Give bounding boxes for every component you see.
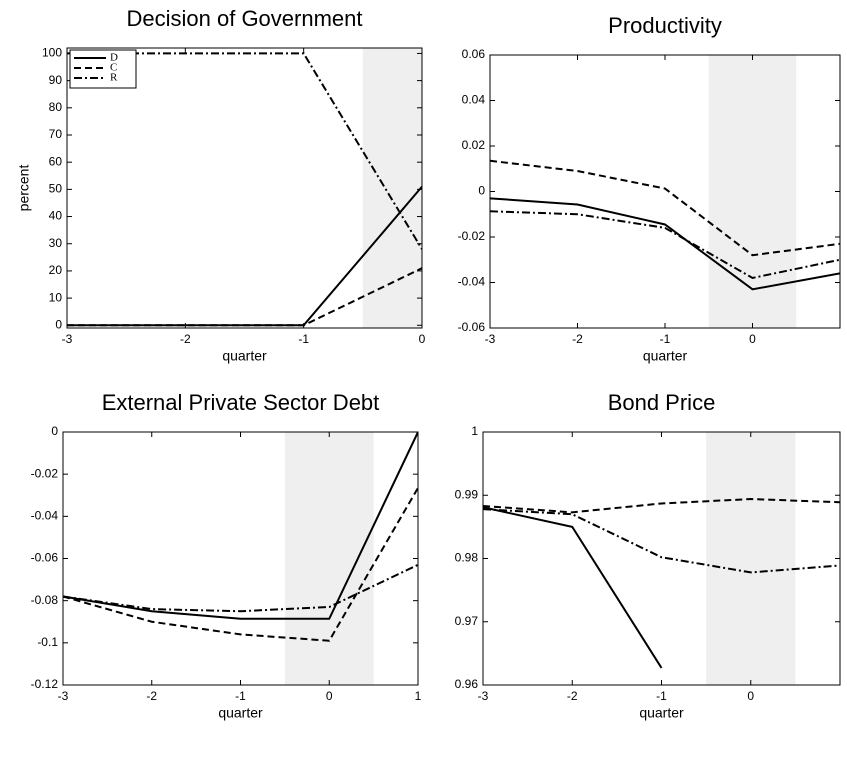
series-line bbox=[67, 267, 422, 327]
shaded-region bbox=[708, 55, 797, 328]
y-tick-label: 50 bbox=[49, 182, 63, 196]
x-tick-label: -2 bbox=[180, 332, 191, 346]
subplot: -0.12 -0.1 -0.08 -0.06 -0.04 -0.02 0 -3 -2 -1 0 1 Ex… bbox=[31, 390, 422, 721]
series-line bbox=[483, 508, 840, 574]
legend-label: R bbox=[110, 72, 118, 84]
y-tick-label: -0.04 bbox=[31, 509, 59, 523]
y-tick-label: -0.12 bbox=[31, 677, 59, 691]
x-tick-label: -3 bbox=[58, 689, 69, 703]
series-line bbox=[483, 506, 663, 669]
x-tick-label: -2 bbox=[146, 689, 157, 703]
y-tick-label: -0.02 bbox=[31, 466, 59, 480]
x-tick-label: -3 bbox=[485, 332, 496, 346]
chart-title: Decision of Government bbox=[127, 6, 363, 31]
chart-title: External Private Sector Debt bbox=[102, 390, 380, 415]
series-line bbox=[483, 498, 840, 514]
y-tick-label: 0.96 bbox=[455, 677, 479, 691]
y-tick-label: 30 bbox=[49, 236, 63, 250]
series-line bbox=[63, 432, 418, 620]
legend-label: D bbox=[110, 52, 118, 64]
legend-label: C bbox=[110, 62, 117, 74]
y-tick-label: 0 bbox=[51, 424, 58, 438]
x-tick-label: 1 bbox=[415, 689, 422, 703]
x-tick-label: -2 bbox=[572, 332, 583, 346]
x-axis-label: quarter bbox=[643, 348, 688, 364]
y-tick-label: 100 bbox=[42, 46, 62, 60]
y-tick-label: -0.06 bbox=[31, 551, 59, 565]
x-tick-label: -2 bbox=[567, 689, 578, 703]
shaded-region bbox=[284, 432, 374, 685]
subplot: 0.96 0.97 0.98 0.99 1 -3 -2 -1 0 Bond Price quarte… bbox=[455, 390, 841, 721]
series-line bbox=[490, 159, 840, 257]
subplot: -0.06 -0.04 -0.02 0 0.02 0.04 0.06 -3 -2 -1 0 Produ… bbox=[458, 13, 841, 364]
series-line bbox=[490, 210, 840, 280]
series-line bbox=[63, 563, 418, 613]
shaded-region bbox=[706, 432, 796, 685]
y-tick-label: 0.02 bbox=[462, 138, 486, 152]
legend: DCR bbox=[69, 49, 137, 89]
y-tick-label: 0.06 bbox=[462, 47, 486, 61]
y-tick-label: -0.04 bbox=[458, 275, 486, 289]
x-tick-label: 0 bbox=[419, 332, 426, 346]
shaded-region bbox=[362, 48, 422, 328]
x-tick-label: -1 bbox=[660, 332, 671, 346]
y-tick-label: 0.98 bbox=[455, 551, 479, 565]
y-tick-label: 0 bbox=[478, 184, 485, 198]
y-tick-label: -0.02 bbox=[458, 229, 486, 243]
x-tick-label: -1 bbox=[235, 689, 246, 703]
y-tick-label: 10 bbox=[49, 290, 63, 304]
x-tick-label: 0 bbox=[747, 689, 754, 703]
y-tick-label: 80 bbox=[49, 100, 63, 114]
y-tick-label: -0.06 bbox=[458, 320, 486, 334]
y-tick-label: 20 bbox=[49, 263, 63, 277]
y-tick-label: 40 bbox=[49, 209, 63, 223]
y-tick-label: 60 bbox=[49, 154, 63, 168]
x-tick-label: -1 bbox=[656, 689, 667, 703]
x-tick-label: -3 bbox=[62, 332, 73, 346]
y-tick-label: 1 bbox=[471, 424, 478, 438]
x-tick-label: 0 bbox=[749, 332, 756, 346]
y-axis-label: percent bbox=[16, 165, 32, 212]
y-tick-label: -0.08 bbox=[31, 593, 59, 607]
y-tick-label: 0.04 bbox=[462, 93, 486, 107]
y-tick-label: -0.1 bbox=[37, 635, 58, 649]
y-tick-label: 90 bbox=[49, 73, 63, 87]
x-tick-label: 0 bbox=[326, 689, 333, 703]
x-axis-label: quarter bbox=[222, 348, 267, 364]
chart-title: Bond Price bbox=[608, 390, 716, 415]
x-tick-label: -3 bbox=[478, 689, 489, 703]
y-tick-label: 0 bbox=[55, 317, 62, 331]
y-tick-label: 0.97 bbox=[455, 614, 479, 628]
y-tick-label: 0.99 bbox=[455, 487, 479, 501]
y-tick-label: 70 bbox=[49, 127, 63, 141]
x-axis-label: quarter bbox=[218, 705, 263, 721]
x-tick-label: -1 bbox=[298, 332, 309, 346]
series-line bbox=[63, 487, 418, 642]
chart-title: Productivity bbox=[608, 13, 722, 38]
x-axis-label: quarter bbox=[639, 705, 684, 721]
subplot: 0 10 20 30 40 50 60 70 80 90 100 -3 -2 -1 0 Decision of… bbox=[16, 6, 426, 364]
series-line bbox=[490, 197, 840, 291]
